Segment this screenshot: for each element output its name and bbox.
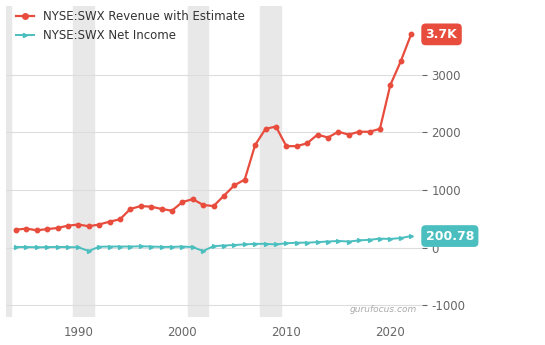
Text: 200.78: 200.78	[426, 229, 474, 243]
Legend: NYSE:SWX Revenue with Estimate, NYSE:SWX Net Income: NYSE:SWX Revenue with Estimate, NYSE:SWX…	[11, 5, 250, 47]
Text: 3.7K: 3.7K	[426, 28, 457, 41]
Bar	[73, 6, 94, 317]
Bar	[261, 6, 281, 317]
Text: gurufocus.com: gurufocus.com	[350, 305, 417, 314]
Bar	[0, 6, 11, 317]
Bar	[187, 6, 208, 317]
